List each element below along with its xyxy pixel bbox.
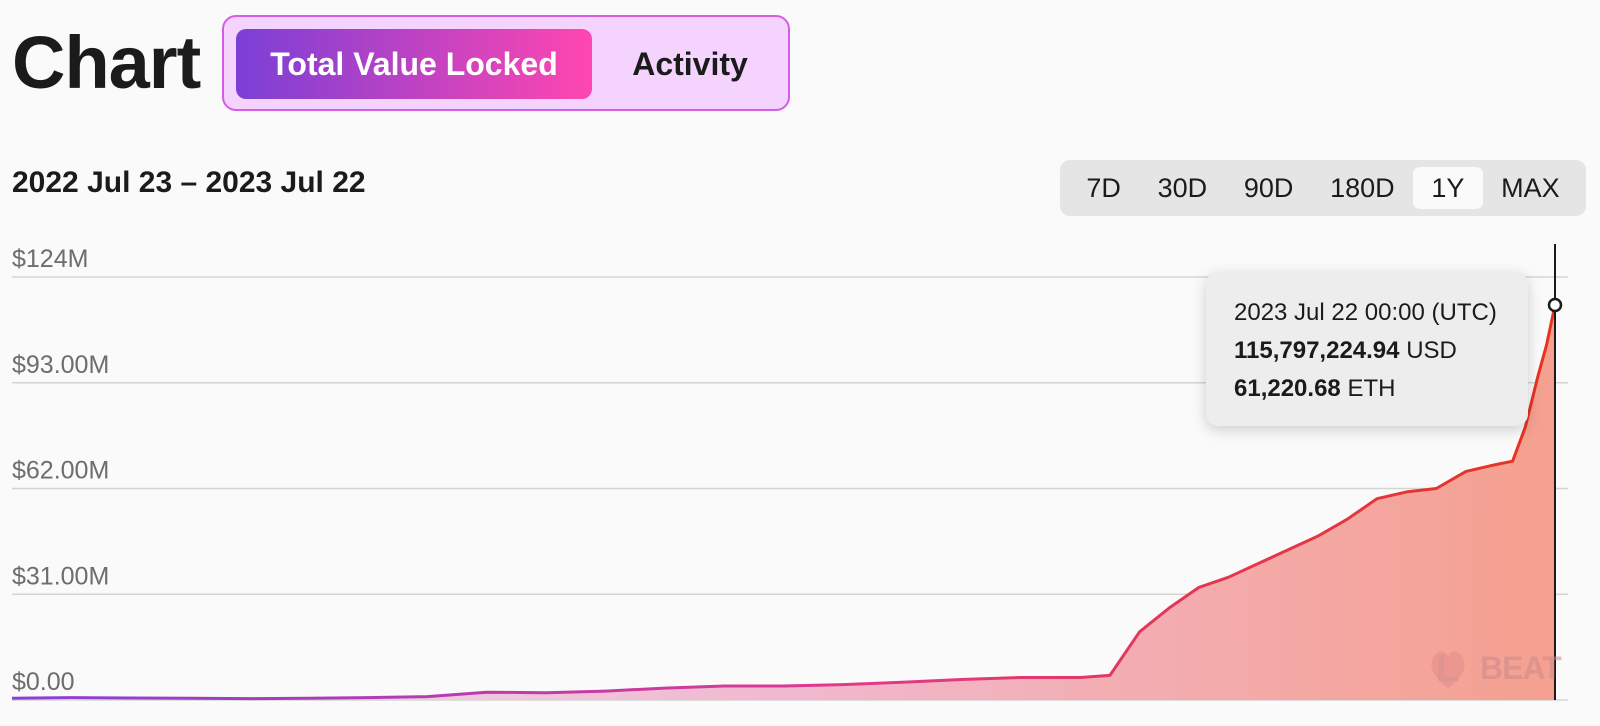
tooltip-eth-row: 61,220.68 ETH — [1234, 370, 1500, 408]
range-1y-button[interactable]: 1Y — [1413, 167, 1483, 209]
y-tick-label: $31.00M — [12, 562, 109, 590]
time-range-selector: 7D 30D 90D 180D 1Y MAX — [1060, 160, 1586, 216]
tooltip-usd-value: 115,797,224.94 — [1234, 337, 1400, 364]
tab-total-value-locked[interactable]: Total Value Locked — [236, 29, 592, 99]
tooltip-usd-row: 115,797,224.94 USD — [1234, 332, 1500, 370]
date-range-label: 2022 Jul 23 – 2023 Jul 22 — [12, 166, 366, 199]
y-tick-label: $93.00M — [12, 351, 109, 379]
logo-text: BEAT — [1480, 650, 1562, 686]
range-30d-button[interactable]: 30D — [1157, 172, 1208, 203]
tooltip-eth-value: 61,220.68 — [1234, 375, 1341, 402]
tooltip-eth-unit: ETH — [1347, 375, 1396, 402]
tvl-area — [12, 305, 1555, 700]
y-tick-label: $0.00 — [12, 668, 75, 696]
range-7d-button[interactable]: 7D — [1086, 172, 1121, 203]
chart-tooltip: 2023 Jul 22 00:00 (UTC) 115,797,224.94 U… — [1206, 272, 1528, 426]
l2beat-logo: L BEAT — [1428, 640, 1562, 696]
tab-activity[interactable]: Activity — [632, 45, 748, 82]
tooltip-usd-unit: USD — [1406, 337, 1457, 364]
y-tick-label: $62.00M — [12, 457, 109, 485]
tvl-line — [11, 304, 1557, 701]
range-90d-button[interactable]: 90D — [1243, 172, 1294, 203]
logo-letter: L — [1436, 648, 1460, 690]
range-180d-button[interactable]: 180D — [1330, 172, 1395, 203]
range-max-button[interactable]: MAX — [1501, 172, 1560, 203]
chart-type-switch: Total Value Locked Activity — [222, 15, 790, 111]
tooltip-date: 2023 Jul 22 00:00 (UTC) — [1234, 299, 1497, 326]
hover-point — [1547, 297, 1563, 313]
heart-icon — [1431, 651, 1465, 688]
page-title: Chart — [12, 21, 201, 104]
y-tick-label: $124M — [12, 245, 88, 273]
